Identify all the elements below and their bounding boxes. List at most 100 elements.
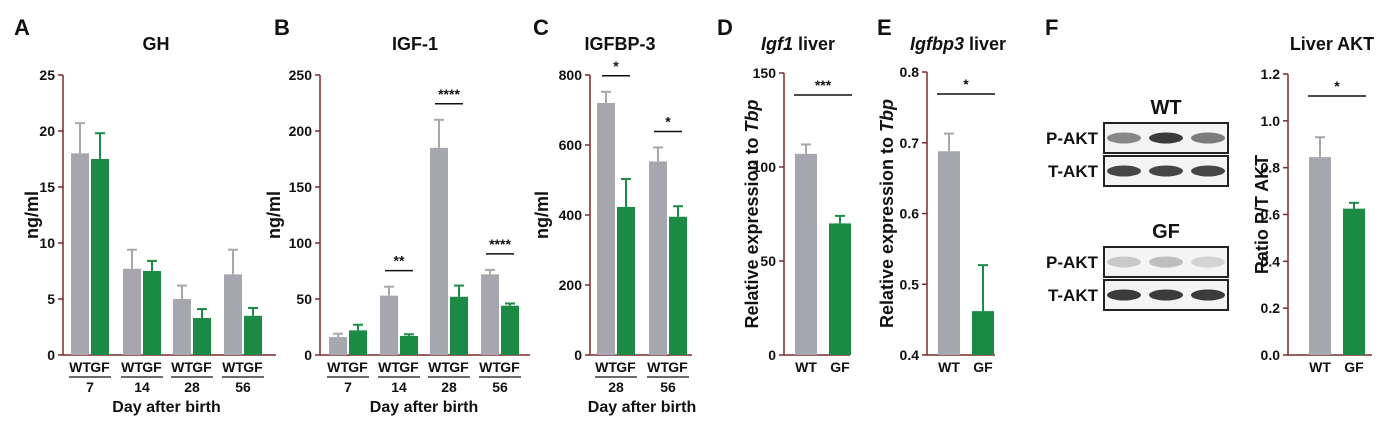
y-tick-label: 250	[289, 67, 313, 83]
panel-letter-a: A	[14, 15, 30, 40]
bar-category-label: WT	[647, 359, 669, 375]
significance-label: ***	[815, 77, 832, 93]
bar-gf	[450, 296, 468, 355]
bar-wt	[224, 274, 242, 355]
bar-category-label: GF	[192, 359, 212, 375]
y-tick-label: 20	[39, 123, 55, 139]
y-tick-label: 150	[289, 179, 313, 195]
panel-title: GH	[143, 34, 170, 54]
blot-group-label: GF	[1152, 221, 1180, 243]
blot-row-label: P-AKT	[1046, 253, 1099, 272]
y-tick-label: 5	[47, 291, 55, 307]
y-tick-label: 0.8	[1261, 160, 1281, 176]
significance-label: **	[394, 253, 405, 269]
panel-title: Igf1 liver	[761, 34, 835, 54]
group-label: 14	[391, 379, 407, 395]
panel-letter-f: F	[1045, 15, 1058, 40]
group-label: 7	[344, 379, 352, 395]
bar-gf	[829, 223, 851, 355]
bar-gf	[400, 335, 418, 355]
panel-letter-c: C	[533, 15, 549, 40]
y-axis-label-part: Tbp	[742, 99, 762, 132]
bar-category-label: WT	[69, 359, 91, 375]
y-axis-label: Ratio P/T AKT	[1252, 155, 1272, 274]
bar-gf	[972, 311, 994, 355]
blot-band	[1149, 132, 1183, 144]
significance-label: *	[1334, 78, 1340, 94]
blot-row-label: T-AKT	[1048, 162, 1099, 181]
bar-category-label: GF	[243, 359, 263, 375]
group-label: 56	[235, 379, 251, 395]
y-axis-label-part: Ratio P/T AKT	[1252, 155, 1272, 274]
panel-letter-b: B	[274, 15, 290, 40]
y-tick-label: 0	[47, 347, 55, 363]
panel-title: IGFBP-3	[584, 34, 655, 54]
y-tick-label: 150	[753, 65, 777, 81]
y-tick-label: 0.0	[1261, 347, 1281, 363]
bar-category-label: GF	[449, 359, 469, 375]
y-tick-label: 10	[39, 235, 55, 251]
blot-band	[1191, 132, 1225, 144]
bar-wt	[173, 299, 191, 355]
y-axis-label: ng/ml	[22, 191, 42, 239]
blot-band	[1107, 289, 1141, 301]
significance-label: *	[613, 58, 619, 74]
y-axis-label-part: ng/ml	[532, 191, 552, 239]
significance-label: *	[963, 76, 969, 92]
y-tick-label: 25	[39, 67, 55, 83]
group-label: 28	[184, 379, 200, 395]
bar-wt	[123, 268, 141, 355]
y-tick-label: 200	[559, 277, 583, 293]
y-tick-label: 600	[559, 137, 583, 153]
blot-band	[1191, 165, 1225, 177]
x-axis-label: Day after birth	[112, 399, 220, 416]
panel-title-part: Igf1	[761, 34, 793, 54]
y-tick-label: 0.5	[900, 276, 920, 292]
bar-category-label: GF	[668, 359, 688, 375]
blot-group-label: WT	[1150, 97, 1181, 119]
y-tick-label: 0.6	[900, 206, 920, 222]
y-tick-label: 50	[760, 253, 776, 269]
y-tick-label: 50	[296, 291, 312, 307]
bar-category-label: WT	[222, 359, 244, 375]
blot-band	[1149, 165, 1183, 177]
x-axis-label: Day after birth	[588, 399, 696, 416]
bar-category-label: WT	[171, 359, 193, 375]
bar-category-label: GF	[830, 359, 850, 375]
y-axis-label: Relative expression to Tbp	[877, 99, 897, 328]
bar-gf	[1343, 208, 1365, 355]
panel-letter-d: D	[717, 15, 733, 40]
bar-category-label: GF	[500, 359, 520, 375]
group-label: 56	[660, 379, 676, 395]
bar-category-label: GF	[399, 359, 419, 375]
bar-wt	[649, 161, 667, 355]
bar-category-label: WT	[479, 359, 501, 375]
bar-wt	[1309, 157, 1331, 355]
bar-gf	[143, 271, 161, 355]
y-axis-label-part: ng/ml	[264, 191, 284, 239]
bar-wt	[481, 274, 499, 355]
blot-band	[1191, 256, 1225, 268]
y-axis-label-part: Tbp	[877, 99, 897, 132]
significance-label: *	[665, 113, 671, 129]
bar-gf	[244, 315, 262, 355]
y-axis-label-part: ng/ml	[22, 191, 42, 239]
blot-band	[1149, 256, 1183, 268]
bar-wt	[795, 153, 817, 355]
x-axis-label: Day after birth	[370, 399, 478, 416]
bar-category-label: WT	[795, 359, 817, 375]
bar-category-label: GF	[616, 359, 636, 375]
blot-row-label: T-AKT	[1048, 286, 1099, 305]
y-tick-label: 800	[559, 67, 583, 83]
significance-label: ****	[489, 236, 511, 252]
bar-category-label: WT	[595, 359, 617, 375]
bar-wt	[380, 295, 398, 355]
blot-band	[1149, 289, 1183, 301]
panel-title: Igfbp3 liver	[910, 34, 1006, 54]
y-tick-label: 0.4	[900, 347, 920, 363]
blot-band	[1191, 289, 1225, 301]
y-tick-label: 100	[753, 159, 777, 175]
bar-gf	[669, 216, 687, 355]
y-tick-label: 15	[39, 179, 55, 195]
